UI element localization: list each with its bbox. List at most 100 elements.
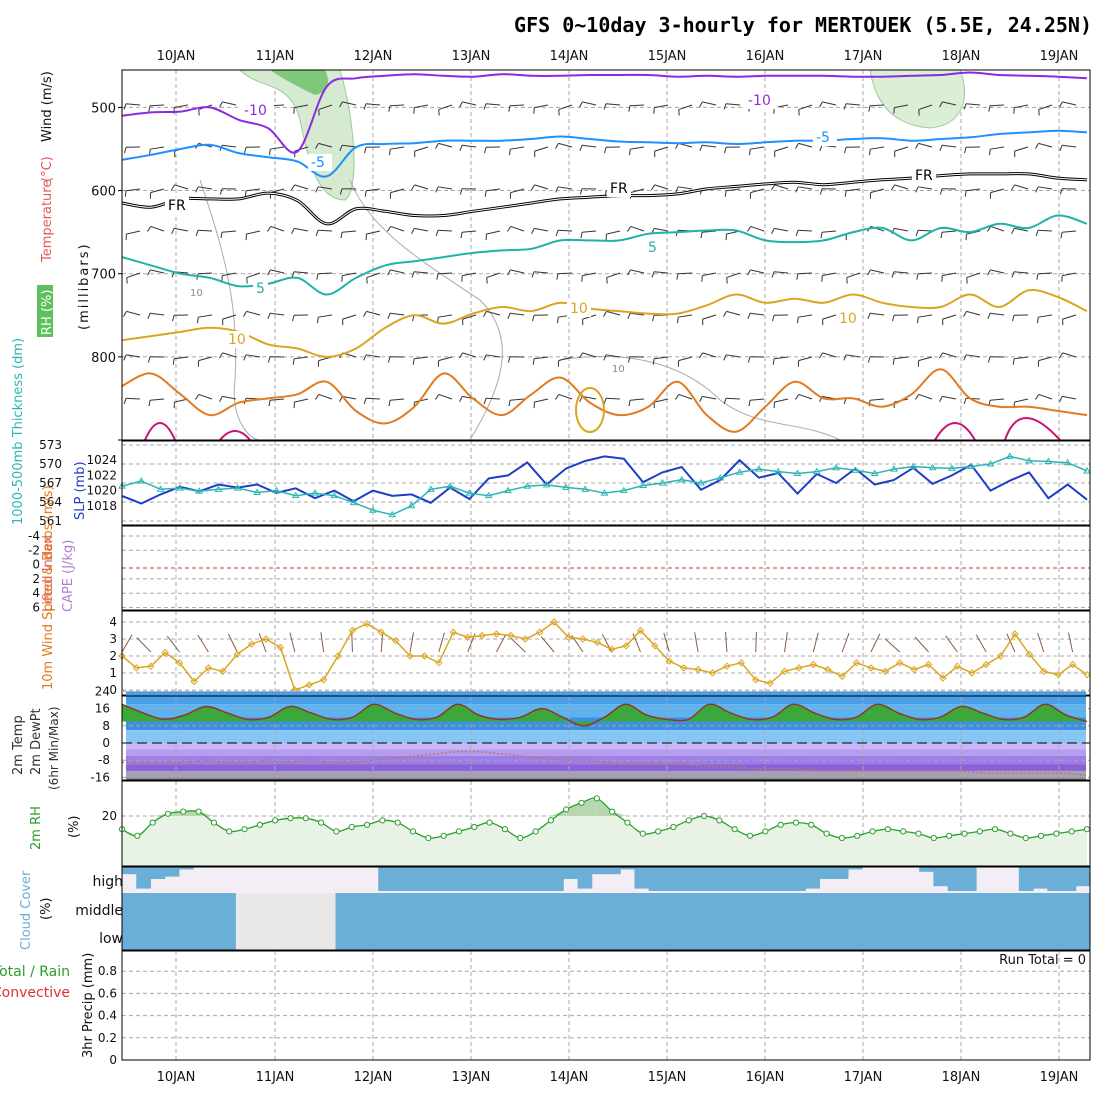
cloud-mid-bar-60	[976, 893, 991, 950]
temp-band-5	[126, 749, 1086, 755]
cloud-high-bar-66	[1062, 867, 1077, 891]
cloud-mid-bar-18	[378, 893, 393, 950]
cloud-high-bar-32	[578, 867, 593, 889]
bottom-date-label-10: 19JAN	[1040, 1070, 1079, 1085]
rh2m-marker-33	[625, 820, 630, 825]
wind10m-barb-16	[352, 632, 353, 652]
rh2m-marker-58	[1008, 831, 1013, 836]
cloud-high-bar-37	[649, 867, 664, 891]
cloud-mid-bar-45	[763, 893, 778, 950]
cloud-level-low: low	[99, 931, 123, 947]
rh2m-marker-11	[288, 816, 293, 821]
wind-barb-66-flag	[750, 149, 751, 155]
cloud-mid-bar-0	[122, 893, 137, 950]
cloud-mid-bar-55	[905, 893, 920, 950]
cloud-mid-bar-32	[578, 893, 593, 950]
wind-tick-3: 1	[109, 666, 117, 680]
cloud-high-bar-57	[933, 867, 948, 886]
cloud-mid-bar-7	[222, 893, 237, 950]
label-minus10-b: -10	[748, 93, 771, 109]
rh2m-marker-23	[472, 824, 477, 829]
cloud-high-bar-43	[734, 867, 749, 891]
pressure-tick-800: 800	[91, 351, 116, 366]
precip-tick-4: 0	[109, 1053, 117, 1067]
cloud-high-bar-49	[820, 867, 835, 879]
cloud-mid-bar-8	[236, 893, 251, 950]
cloud-high-bar-64	[1033, 867, 1048, 889]
rh2m-marker-37	[686, 818, 691, 823]
label-plus10-b: 10	[570, 301, 588, 317]
pressure-tick-700: 700	[91, 268, 116, 283]
cloud-high-bar-2	[150, 867, 165, 879]
rh2m-marker-6	[211, 820, 216, 825]
cloud-mid-bar-28	[521, 893, 536, 950]
bottom-date-label-3: 12JAN	[354, 1070, 393, 1085]
rh2m-marker-20	[426, 835, 431, 840]
precip-axis-label: 3hr Precip (mm)	[81, 953, 96, 1058]
label-plus10-c: 10	[839, 311, 857, 327]
cloud-high-bar-50	[834, 867, 849, 879]
top-date-label-4: 13JAN	[452, 49, 491, 64]
cloud-mid-bar-34	[606, 893, 621, 950]
cloud-high-bar-1	[136, 867, 151, 889]
cloud-high-bar-20	[407, 867, 422, 891]
cloud-mid-bar-59	[962, 893, 977, 950]
li-tick-5: 6	[32, 601, 40, 615]
wind-tick-4: 0	[109, 683, 117, 697]
label-minus5-a: -5	[311, 155, 325, 171]
rh2m-marker-28	[548, 818, 553, 823]
temp-band-3	[126, 730, 1086, 743]
cloud-mid-bar-25	[478, 893, 493, 950]
cloud-mid-bar-39	[677, 893, 692, 950]
rh2m-marker-48	[855, 833, 860, 838]
wind-barb-238-flag	[1038, 317, 1039, 323]
rh2m-marker-40	[732, 827, 737, 832]
rh2m-marker-35	[656, 829, 661, 834]
wind-barb-51-flag	[390, 149, 391, 155]
cloud-mid-bar-54	[891, 893, 906, 950]
cloud-mid-bar-48	[805, 893, 820, 950]
cloud-mid-bar-43	[734, 893, 749, 950]
label-plus5-b: 5	[256, 281, 265, 297]
top-date-label-5: 14JAN	[550, 49, 589, 64]
rh2m-marker-1	[135, 833, 140, 838]
rh2m-marker-3	[165, 811, 170, 816]
cloud-mid-bar-19	[392, 893, 407, 950]
bottom-date-label-1: 10JAN	[157, 1070, 196, 1085]
temp-band-0	[126, 691, 1086, 704]
wind-barb-208-flag	[318, 317, 319, 323]
cloud-mid-bar-53	[876, 893, 891, 950]
rh2m-marker-31	[594, 796, 599, 801]
cloud-mid-bar-64	[1033, 893, 1048, 950]
rh2m-marker-29	[564, 807, 569, 812]
wind10m-barb-44	[756, 632, 757, 652]
thickness-axis-label: 1000-500mb Thickness (dm)	[11, 338, 26, 525]
rh2m-marker-16	[364, 822, 369, 827]
cloud-high-bar-42	[720, 867, 735, 891]
rh2m-marker-50	[885, 827, 890, 832]
temp-band-1	[126, 704, 1086, 717]
wind-barb-71-flag	[870, 149, 871, 155]
precip-legend-total: Total / Rain	[0, 964, 70, 980]
cloud-high-bar-34	[606, 867, 621, 874]
wind-barb-76-flag	[990, 149, 991, 155]
cloud-high-bar-25	[478, 867, 493, 891]
cloud-mid-bar-9	[250, 893, 265, 950]
rh2m-marker-42	[763, 829, 768, 834]
cloud-high-bar-3	[165, 867, 180, 877]
thickness-tick-1: 570	[39, 457, 62, 471]
rh2m-marker-63	[1084, 827, 1089, 832]
cloud-mid-bar-49	[820, 893, 835, 950]
dewpt2m-axis-label: 2m DewPt	[29, 708, 44, 775]
rh2m-marker-27	[533, 829, 538, 834]
slp-tick-0: 1024	[86, 453, 117, 467]
cloud-high-bar-65	[1047, 867, 1062, 891]
slp-tick-1: 1022	[86, 468, 117, 482]
rh2m-marker-18	[395, 820, 400, 825]
label-plus5-a: 5	[648, 240, 657, 256]
cloud-mid-bar-2	[150, 893, 165, 950]
cloud-mid-bar-33	[592, 893, 607, 950]
cloud-high-bar-39	[677, 867, 692, 891]
cloud-mid-bar-57	[933, 893, 948, 950]
cape-axis-label: CAPE (J/kg)	[61, 540, 76, 612]
